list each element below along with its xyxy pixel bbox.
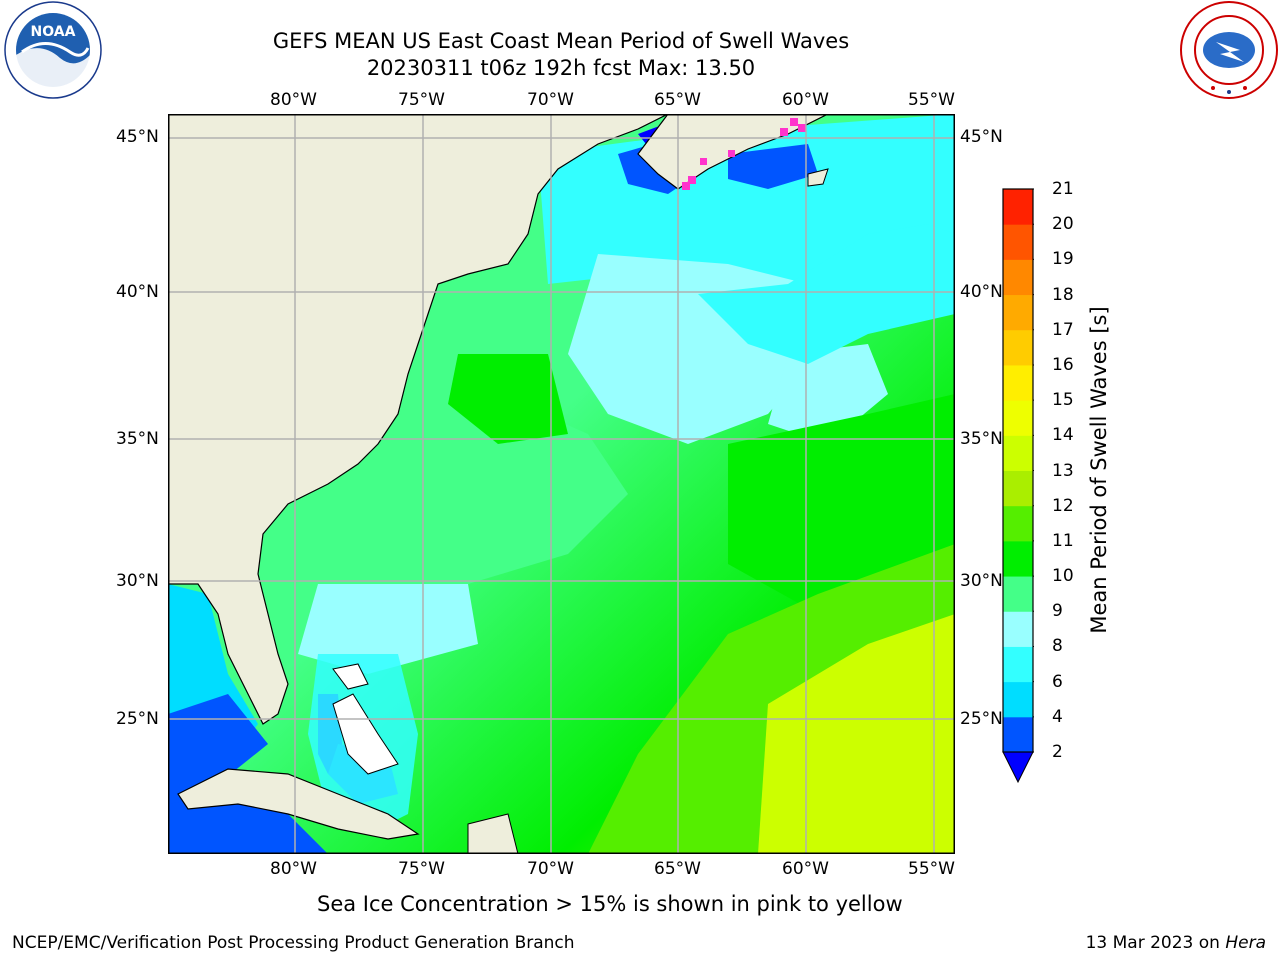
swell-zone-10-11s: [728, 394, 955, 614]
colorbar-tick-label: 21: [1052, 179, 1074, 199]
footer-credit: NCEP/EMC/Verification Post Processing Pr…: [12, 933, 575, 953]
colorbar-tick-label: 6: [1052, 671, 1063, 692]
lat-label-right: 35°N: [960, 429, 1003, 449]
lat-label-left: 25°N: [116, 709, 159, 729]
sea-ice-cell: [728, 150, 735, 157]
lon-label-top: 70°W: [527, 90, 574, 110]
map-frame: [168, 114, 955, 854]
colorbar-tick-label: 18: [1052, 284, 1074, 305]
swell-zone-2-4s: [168, 794, 328, 854]
colorbar-tick-label: 9: [1052, 601, 1063, 622]
colorbar-swatch: [1003, 646, 1033, 683]
swell-zone-6-8s: [698, 224, 955, 364]
lon-label-top: 55°W: [908, 90, 955, 110]
nws-logo: [1178, 0, 1280, 100]
sea-ice-note: Sea Ice Concentration > 15% is shown in …: [317, 892, 903, 916]
lat-label-left: 30°N: [116, 571, 159, 591]
noaa-logo: NOAA: [0, 0, 105, 100]
colorbar-extend-arrow: [1002, 751, 1034, 784]
lat-label-right: 45°N: [960, 127, 1003, 147]
lat-label-left: 40°N: [116, 282, 159, 302]
colorbar-swatches: [1002, 188, 1034, 784]
colorbar-tick-label: 8: [1052, 636, 1063, 657]
lon-label-bottom: 65°W: [654, 859, 701, 879]
colorbar-tick-label: 19: [1052, 249, 1074, 270]
lon-label-bottom: 80°W: [270, 859, 317, 879]
swell-zone-2-4s: [728, 144, 818, 189]
colorbar-swatch: [1003, 505, 1033, 542]
colorbar-tick-label: 14: [1052, 425, 1074, 446]
colorbar-tick-label: 12: [1052, 495, 1074, 516]
lat-label-right: 30°N: [960, 571, 1003, 591]
lat-label-left: 35°N: [116, 429, 159, 449]
colorbar-tick-label: 4: [1052, 706, 1063, 727]
colorbar-swatch: [1003, 681, 1033, 718]
colorbar-swatch: [1003, 189, 1033, 225]
lat-label-right: 25°N: [960, 709, 1003, 729]
swell-zone-8-9s: [298, 584, 478, 674]
us-east-coast-land: [168, 114, 669, 725]
sea-ice-cell: [780, 128, 788, 136]
colorbar-swatch: [1003, 294, 1033, 331]
lon-label-bottom: 70°W: [527, 859, 574, 879]
colorbar-swatch: [1003, 400, 1033, 436]
swell-period-map: [168, 114, 955, 854]
colorbar-swatch: [1003, 224, 1033, 260]
swell-zone-10-11s: [448, 354, 568, 444]
swell-zone-2-4s: [168, 694, 268, 814]
graticule: [168, 114, 955, 854]
footer-date: 13 Mar 2023 on Hera: [1086, 933, 1266, 953]
colorbar-swatch: [1003, 259, 1033, 296]
swell-zone-13-14s: [758, 614, 955, 854]
colorbar-title: Mean Period of Swell Waves [s]: [1087, 306, 1111, 634]
hispaniola-land: [467, 813, 519, 854]
lon-label-top: 80°W: [270, 90, 317, 110]
lat-label-left: 45°N: [116, 127, 159, 147]
map-subtitle: 20230311 t06z 192h fcst Max: 13.50: [366, 56, 756, 80]
colorbar-swatch: [1003, 611, 1033, 647]
colorbar-swatch: [1003, 470, 1033, 507]
colorbar-tick-label: 16: [1052, 354, 1074, 375]
colorbar-tick-label: 2: [1052, 742, 1063, 762]
map-panel: [168, 114, 955, 854]
colorbar-swatch: [1003, 716, 1033, 753]
lat-label-right: 40°N: [960, 282, 1003, 302]
colorbar: [1002, 188, 1034, 784]
colorbar-swatch: [1003, 540, 1033, 577]
sea-ice-cell: [798, 124, 806, 132]
lon-label-bottom: 55°W: [908, 859, 955, 879]
lon-label-top: 75°W: [398, 90, 445, 110]
cuba-land: [177, 768, 420, 840]
colorbar-tick-label: 11: [1052, 530, 1074, 551]
bahamas-bank: [332, 693, 399, 775]
noaa-logo-text: NOAA: [31, 24, 76, 40]
colorbar-swatch: [1003, 435, 1033, 471]
map-title: GEFS MEAN US East Coast Mean Period of S…: [272, 29, 850, 53]
sea-ice-cell: [790, 118, 798, 126]
sea-ice-cell: [688, 176, 696, 184]
colorbar-tick-label: 20: [1052, 214, 1074, 235]
colorbar-swatch: [1003, 364, 1033, 401]
footer-date-text: 13 Mar 2023 on: [1085, 933, 1220, 953]
sea-ice-cell: [700, 158, 707, 165]
colorbar-tick-label: 13: [1052, 460, 1074, 481]
colorbar-swatch: [1003, 576, 1033, 612]
colorbar-swatch: [1003, 329, 1033, 366]
colorbar-tick-label: 15: [1052, 390, 1074, 411]
lon-label-bottom: 60°W: [782, 859, 829, 879]
lon-label-bottom: 75°W: [398, 859, 445, 879]
footer-host: Hera: [1225, 933, 1266, 953]
colorbar-title-wrap: Mean Period of Swell Waves [s]: [1086, 188, 1112, 752]
bahamas-bank: [332, 663, 369, 690]
lon-label-top: 60°W: [782, 90, 829, 110]
sable-island: [807, 168, 829, 187]
colorbar-tick-label: 17: [1052, 319, 1074, 340]
colorbar-tick-label: 10: [1052, 566, 1074, 587]
sea-ice-cell: [682, 182, 690, 190]
lon-label-top: 65°W: [654, 90, 701, 110]
